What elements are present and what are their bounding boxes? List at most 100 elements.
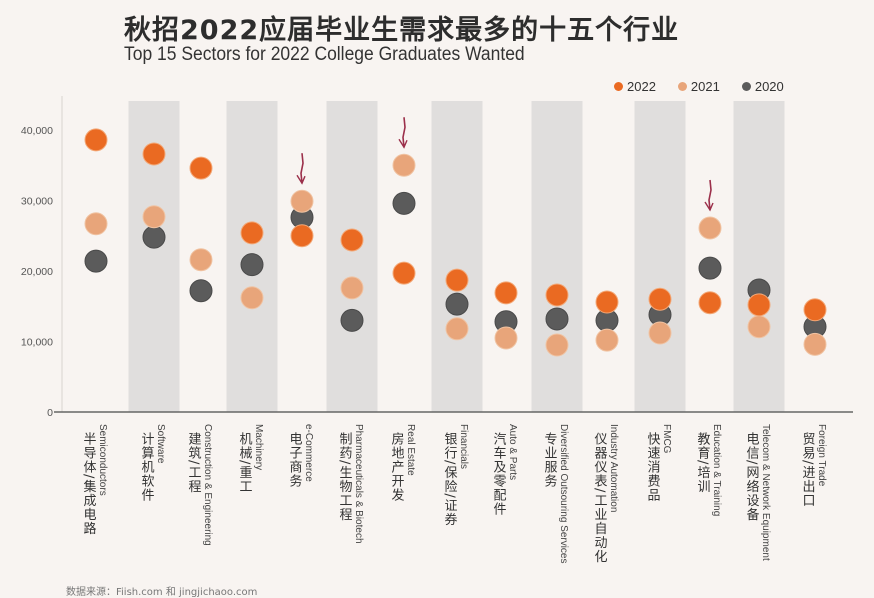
x-tick-label-en: Real Estate (405, 424, 416, 476)
x-tick-label-cn: 电信/网络设备 (744, 432, 760, 522)
data-point-2021 (392, 153, 416, 177)
y-tick-label: 20,000 (21, 266, 53, 278)
x-tick-label-cn: 汽车及零配件 (491, 432, 507, 516)
x-tick-label-cn: 半导体/集成电路 (81, 432, 97, 535)
series-2022 (84, 128, 827, 322)
data-point-2022 (648, 287, 672, 311)
y-tick-label: 10,000 (21, 337, 53, 349)
x-tick-label: 电子商务 e-Commerce (287, 424, 315, 488)
data-point-2021 (648, 321, 672, 345)
data-point-2021 (84, 212, 108, 236)
x-tick-label: 计算机软件 Software (139, 424, 167, 502)
legend: 2022 2021 2020 (614, 79, 784, 94)
x-tick-label-en: Pharmaceuticals & Biotech (353, 424, 364, 544)
x-tick-label-cn: 贸易/进出口 (800, 432, 816, 507)
x-tick-label-en: Industry Automation (608, 424, 619, 512)
x-tick-label: 教育/培训 Education & Training (695, 424, 723, 516)
y-tick-label: 30,000 (21, 196, 53, 208)
data-point-2022 (494, 281, 518, 305)
x-tick-label-en: Diversified Outsouring Services (558, 424, 569, 564)
x-tick-label-cn: 制药/生物工程 (337, 432, 353, 522)
data-point-2022 (803, 298, 827, 322)
x-tick-label-en: Machinery (253, 424, 264, 470)
data-point-2021 (142, 205, 166, 229)
data-point-2021 (290, 189, 314, 213)
legend-item-2020: 2020 (741, 79, 784, 94)
data-point-2021 (595, 328, 619, 352)
x-tick-label-en: Semiconductors (97, 424, 108, 496)
x-tick-label-cn: 机械/重工 (237, 432, 253, 493)
x-tick-label-cn: 教育/培训 (695, 431, 711, 493)
band (431, 101, 483, 412)
x-tick-label-en: Auto & Parts (507, 424, 518, 480)
x-tick-label-en: Software (155, 424, 166, 464)
data-point-2020 (545, 307, 569, 331)
data-point-2021 (698, 216, 722, 240)
band (733, 101, 785, 412)
band (634, 101, 686, 412)
legend-item-2022: 2022 (614, 79, 656, 94)
x-tick-label-cn: 银行/保险/证券 (442, 432, 458, 527)
data-point-2020 (340, 308, 364, 332)
legend-swatch-2020 (741, 82, 751, 91)
x-tick-label: 房地产开发 Real Estate (389, 424, 417, 502)
x-tick-label: 快速消费品 FMCG (645, 424, 673, 502)
legend-item-2021: 2021 (677, 79, 720, 94)
data-point-2020 (84, 249, 108, 273)
data-point-2021 (189, 248, 213, 272)
x-tick-label: 半导体/集成电路 Semiconductors (81, 424, 109, 535)
legend-label-2022: 2022 (627, 79, 656, 94)
data-point-2022 (240, 221, 264, 245)
data-point-2022 (595, 290, 619, 314)
x-tick-label-cn: 电子商务 (287, 432, 303, 488)
data-point-2022 (142, 142, 166, 166)
annotation-arrow-icon (296, 153, 306, 185)
y-tick-label: 0 (47, 407, 53, 419)
data-point-2020 (240, 253, 264, 277)
data-point-2021 (445, 317, 469, 341)
data-point-2022 (290, 224, 314, 248)
x-tick-label-en: Telecom & Network Equipment (760, 424, 771, 561)
x-tick-label-en: Education & Training (711, 424, 722, 516)
legend-swatch-2021 (677, 82, 687, 91)
data-point-2021 (747, 315, 771, 339)
y-tick-label: 40,000 (21, 125, 53, 137)
x-tick-label-en: FMCG (661, 424, 672, 454)
x-tick-label: 电信/网络设备 Telecom & Network Equipment (744, 424, 772, 561)
chart-title-en: Top 15 Sectors for 2022 College Graduate… (124, 44, 525, 65)
x-tick-label: 银行/保险/证券 Financials (442, 424, 470, 527)
data-point-2021 (803, 332, 827, 356)
legend-label-2021: 2021 (690, 79, 720, 94)
data-point-2021 (494, 326, 518, 350)
data-point-2021 (545, 333, 569, 357)
x-tick-label: 制药/生物工程 Pharmaceuticals & Biotech (337, 424, 365, 544)
data-point-2020 (142, 225, 166, 249)
x-tick-label-cn: 计算机软件 (139, 432, 155, 502)
data-point-2021 (240, 286, 264, 310)
x-tick-label-en: Financials (458, 424, 469, 469)
background-bands (128, 101, 785, 412)
legend-swatch-2022 (614, 82, 623, 91)
band (326, 101, 378, 412)
x-tick-label: 机械/重工 Machinery (237, 424, 265, 493)
annotation-arrow-icon (398, 117, 408, 149)
data-point-2022 (340, 228, 364, 252)
x-tick-label-cn: 专业服务 (542, 432, 558, 488)
series-2021 (84, 153, 827, 357)
chart-title-cn: 秋招2022应届毕业生需求最多的十五个行业 (124, 15, 680, 46)
data-point-2020 (189, 279, 213, 303)
x-tick-label: 建筑/工程 Construction & Engineering (186, 424, 214, 546)
band (531, 101, 583, 412)
data-point-2022 (747, 293, 771, 317)
x-tick-label-en: e-Commerce (303, 424, 314, 482)
data-point-2022 (84, 128, 108, 152)
x-tick-label-cn: 房地产开发 (389, 431, 405, 502)
legend-label-2020: 2020 (754, 79, 784, 94)
x-tick-label: 专业服务 Diversified Outsouring Services (542, 424, 570, 564)
data-point-2022 (445, 268, 469, 292)
x-tick-label: 仪器仪表/工业自动化 Industry Automation (592, 424, 620, 564)
x-tick-label-cn: 建筑/工程 (186, 432, 202, 494)
x-tick-label: 贸易/进出口 Foreign Trade (800, 424, 828, 507)
x-tick-label-cn: 快速消费品 (645, 432, 661, 502)
